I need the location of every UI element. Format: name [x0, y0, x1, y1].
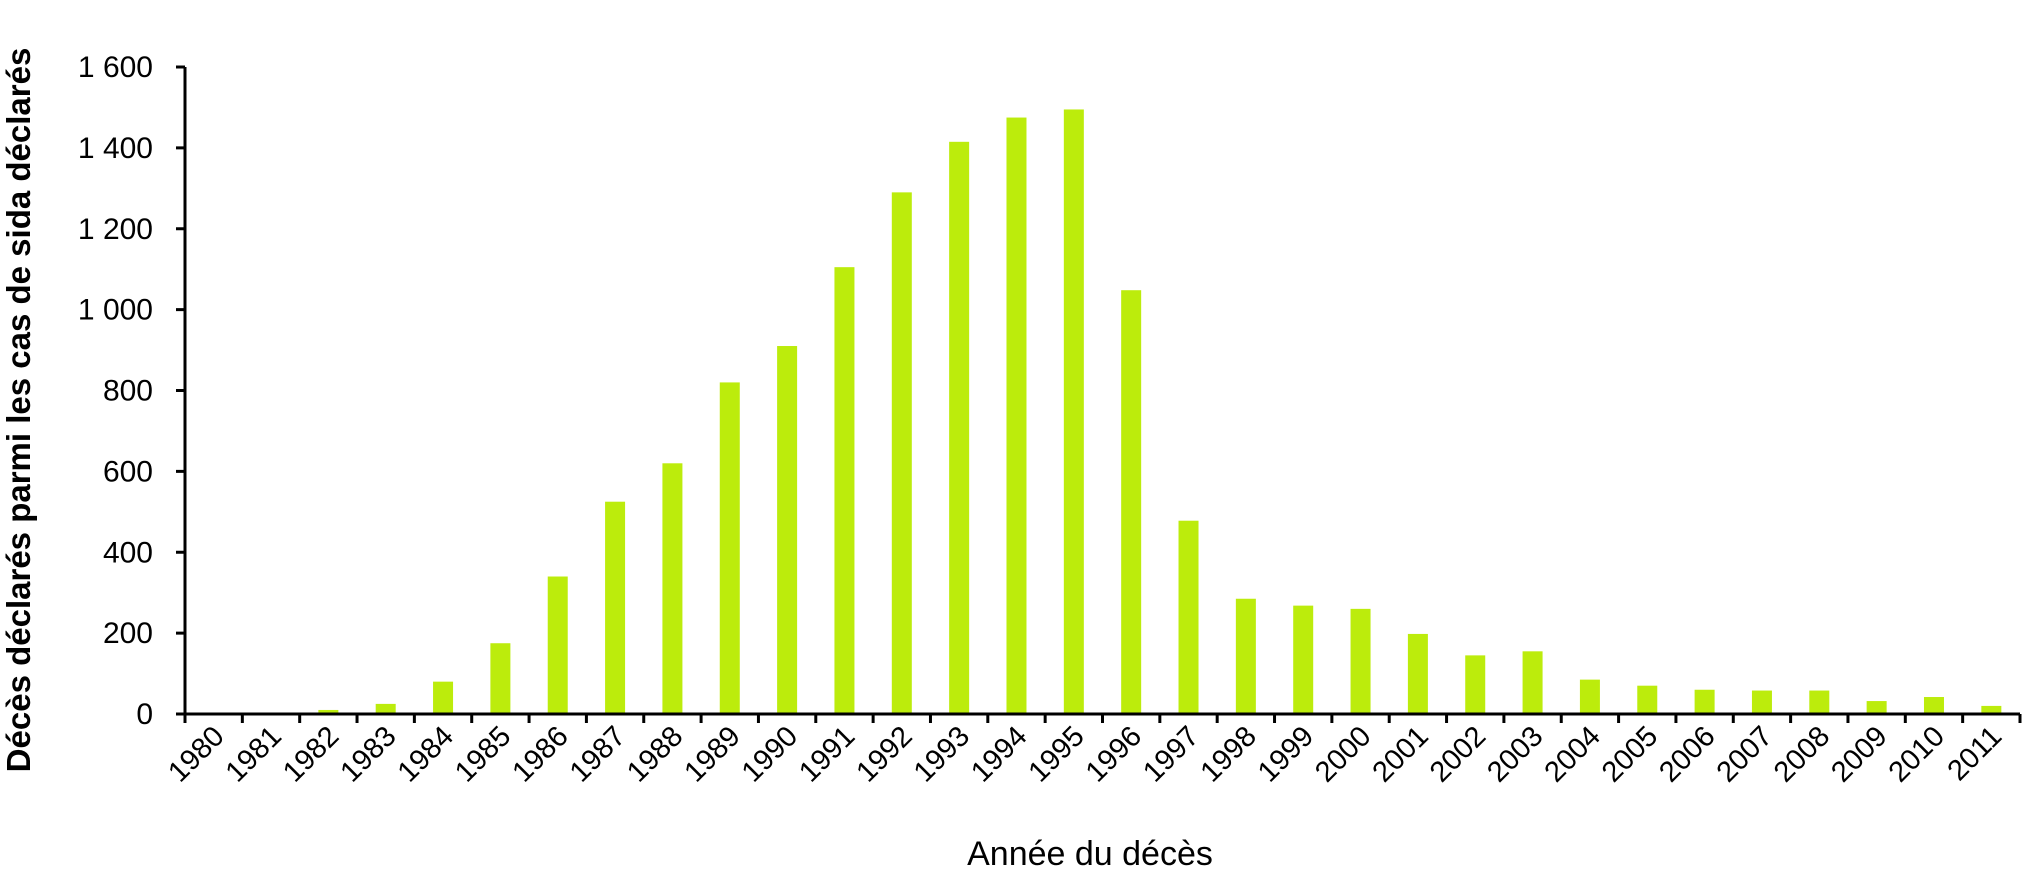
x-tick-label-2010: 2010 — [1883, 720, 1951, 788]
x-tick-label-1994: 1994 — [965, 720, 1033, 788]
bar-1990 — [777, 346, 798, 714]
x-tick-label-2004: 2004 — [1539, 720, 1607, 788]
bar-1983 — [375, 703, 396, 714]
x-tick-label-1990: 1990 — [736, 720, 804, 788]
bar-1992 — [891, 192, 912, 715]
bar-2007 — [1751, 690, 1772, 714]
bar-1997 — [1178, 520, 1199, 714]
x-tick-label-2006: 2006 — [1653, 720, 1721, 788]
bar-2006 — [1694, 689, 1715, 714]
x-tick-label-2003: 2003 — [1481, 720, 1549, 788]
bar-2003 — [1522, 651, 1543, 714]
bar-1998 — [1235, 598, 1256, 714]
bar-1982 — [318, 709, 339, 714]
x-tick-label-2000: 2000 — [1309, 720, 1377, 788]
y-tick-label-1400: 1 400 — [78, 132, 153, 165]
bar-2010 — [1923, 697, 1944, 714]
x-tick-label-1981: 1981 — [220, 720, 288, 788]
x-tick-label-1996: 1996 — [1080, 720, 1148, 788]
y-tick-label-1000: 1 000 — [78, 294, 153, 327]
bars-layer — [318, 109, 2002, 715]
bar-2004 — [1579, 679, 1600, 714]
y-tick-label-600: 600 — [103, 455, 153, 488]
x-tick-label-2008: 2008 — [1768, 720, 1836, 788]
x-tick-label-1992: 1992 — [850, 720, 918, 788]
bar-2008 — [1809, 690, 1830, 714]
y-tick-label-400: 400 — [103, 536, 153, 569]
bar-2000 — [1350, 608, 1371, 714]
x-tick-label-1985: 1985 — [449, 720, 517, 788]
x-tick-label-2002: 2002 — [1424, 720, 1492, 788]
x-tick-label-1986: 1986 — [506, 720, 574, 788]
bar-1988 — [662, 463, 683, 714]
x-tick-label-1980: 1980 — [162, 720, 230, 788]
bar-1996 — [1121, 290, 1142, 714]
x-tick-label-2007: 2007 — [1711, 720, 1779, 788]
x-tick-label-1984: 1984 — [392, 720, 460, 788]
bar-2011 — [1981, 705, 2002, 714]
x-tick-label-1988: 1988 — [621, 720, 689, 788]
y-tick-label-800: 800 — [103, 375, 153, 408]
y-tick-label-200: 200 — [103, 617, 153, 650]
bar-2002 — [1465, 655, 1486, 714]
x-tick-label-1999: 1999 — [1252, 720, 1320, 788]
x-tick-label-2001: 2001 — [1367, 720, 1435, 788]
y-tick-label-0: 0 — [136, 698, 153, 731]
bar-1995 — [1063, 109, 1084, 714]
y-tick-label-1200: 1 200 — [78, 213, 153, 246]
bar-1987 — [605, 501, 626, 714]
x-tick-label-1993: 1993 — [908, 720, 976, 788]
bar-2005 — [1637, 685, 1658, 714]
x-tick-label-2011: 2011 — [1942, 720, 2009, 787]
y-axis-title: Décès déclarés parmi les cas de sida déc… — [0, 48, 37, 773]
bar-2001 — [1407, 633, 1428, 714]
x-tick-label-1989: 1989 — [678, 720, 746, 788]
x-axis-title: Année du décès — [967, 835, 1213, 873]
x-tick-label-2009: 2009 — [1825, 720, 1893, 788]
x-tick-label-1997: 1997 — [1137, 720, 1205, 788]
bar-1991 — [834, 267, 855, 714]
bar-1989 — [719, 382, 740, 714]
bar-1986 — [547, 576, 568, 714]
x-tick-label-1991: 1991 — [793, 720, 861, 788]
bar-1984 — [433, 681, 454, 714]
bar-1999 — [1293, 605, 1314, 714]
x-tick-label-1998: 1998 — [1195, 720, 1263, 788]
x-axis: 1980198119821983198419851986198719881989… — [162, 712, 2022, 789]
bar-2009 — [1866, 701, 1887, 714]
x-tick-label-1983: 1983 — [334, 720, 402, 788]
bar-1994 — [1006, 117, 1027, 715]
x-tick-label-2005: 2005 — [1596, 720, 1664, 788]
x-tick-label-1995: 1995 — [1023, 720, 1091, 788]
bar-1993 — [949, 141, 970, 714]
y-tick-label-1600: 1 600 — [78, 51, 153, 84]
y-axis: 0 200 400 600 800 1 000 1 200 1 400 1 600 — [78, 51, 187, 731]
bar-1985 — [490, 643, 511, 714]
x-tick-label-1982: 1982 — [277, 720, 345, 788]
x-tick-label-1987: 1987 — [564, 720, 632, 788]
